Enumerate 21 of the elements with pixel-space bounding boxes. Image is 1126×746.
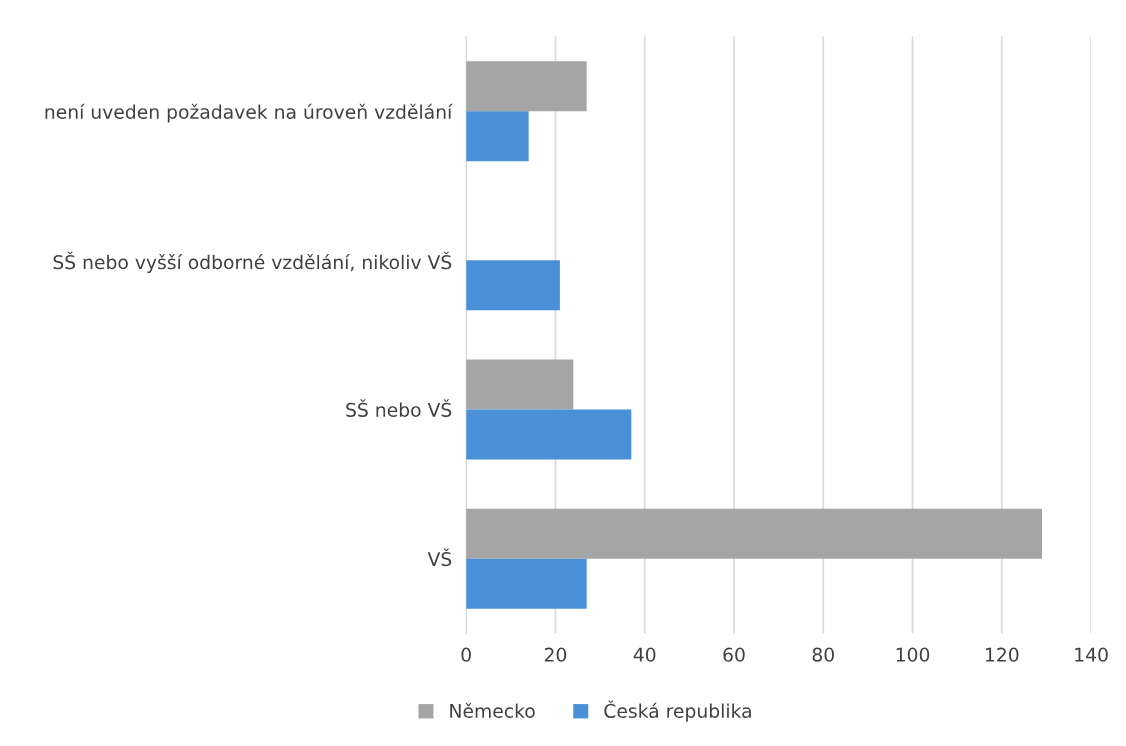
x-tick-label: 140	[1075, 647, 1108, 662]
bar	[466, 61, 587, 112]
x-tick-label: 80	[812, 647, 834, 662]
bar	[466, 508, 1042, 559]
y-tick-label: VŠ	[427, 548, 452, 567]
bar	[466, 260, 560, 311]
x-tick-label: 40	[633, 647, 656, 662]
legend-label: Německo	[450, 702, 535, 719]
y-tick-label: SŠ nebo VŠ	[346, 399, 452, 417]
y-tick-label: není uveden požadavek na úroveň vzdělání	[45, 103, 453, 123]
bar	[466, 558, 587, 609]
x-tick-label: 120	[985, 647, 1019, 662]
legend-label: Česká republika	[604, 700, 751, 722]
x-tick-label: 20	[544, 647, 567, 662]
x-tick-label: 100	[896, 647, 930, 662]
x-tick-label: 0	[461, 647, 471, 662]
y-tick-label: SŠ nebo vyšší odborné vzdělání, nikoliv VŠ	[53, 251, 452, 273]
x-tick-label: 60	[723, 647, 745, 662]
bar	[466, 111, 529, 162]
bar	[466, 409, 632, 460]
bar	[466, 359, 574, 410]
